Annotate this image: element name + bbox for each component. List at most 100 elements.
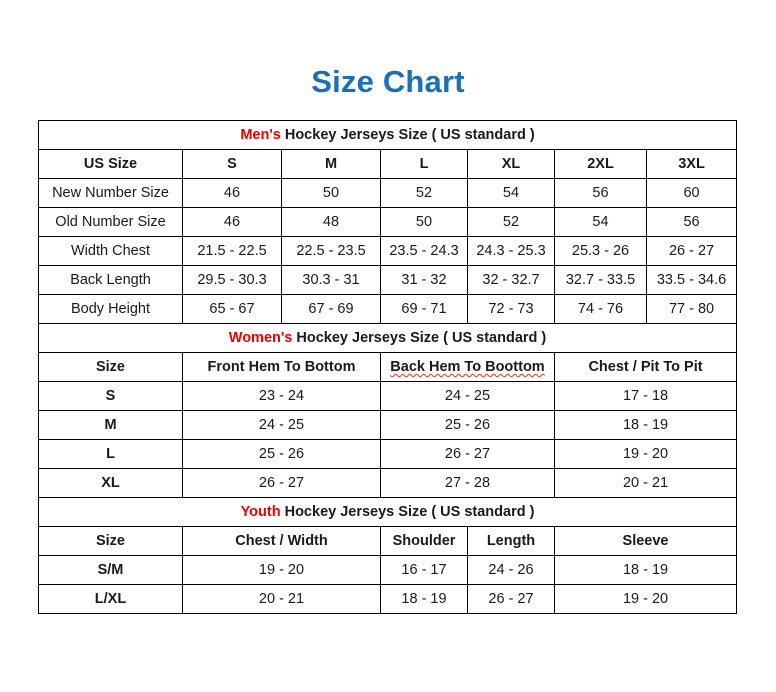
col-head-womens-2: Back Hem To Boottom <box>380 352 555 382</box>
row-label-mens-0: New Number Size <box>38 178 183 208</box>
column-header-row-youth: Size Chest / Width Shoulder Length Sleev… <box>38 526 738 556</box>
cell-youth-1-3: 19 - 20 <box>553 584 738 614</box>
section-header-accent-womens: Women's <box>228 330 293 346</box>
cell-mens-0-2: 52 <box>380 178 468 208</box>
cell-mens-1-3: 52 <box>467 207 555 237</box>
row-label-mens-4: Body Height <box>38 294 183 324</box>
section-header-row-mens: Men's Hockey Jerseys Size ( US standard … <box>37 120 738 150</box>
section-header-womens: Women's Hockey Jerseys Size ( US standar… <box>37 323 738 353</box>
cell-mens-0-1: 50 <box>281 178 381 208</box>
section-header-accent-mens: Men's <box>240 127 281 143</box>
col-head-mens-3: L <box>380 149 468 179</box>
table-row: Old Number Size 46 48 50 52 54 56 <box>38 207 738 237</box>
section-header-mens: Men's Hockey Jerseys Size ( US standard … <box>37 120 738 150</box>
cell-womens-2-1: 26 - 27 <box>380 439 555 469</box>
row-label-mens-2: Width Chest <box>38 236 183 266</box>
col-head-mens-0: US Size <box>38 149 183 179</box>
cell-youth-1-2: 26 - 27 <box>467 584 555 614</box>
cell-mens-0-3: 54 <box>467 178 555 208</box>
cell-youth-1-1: 18 - 19 <box>380 584 468 614</box>
cell-youth-0-3: 18 - 19 <box>553 555 738 585</box>
table-row: M 24 - 25 25 - 26 18 - 19 <box>38 410 738 440</box>
cell-mens-2-3: 24.3 - 25.3 <box>467 236 555 266</box>
table-row: Body Height 65 - 67 67 - 69 69 - 71 72 -… <box>38 294 738 324</box>
section-header-rest-youth: Hockey Jerseys Size ( US standard ) <box>280 504 535 520</box>
row-label-womens-1: M <box>38 410 183 440</box>
cell-mens-2-0: 21.5 - 22.5 <box>182 236 282 266</box>
cell-youth-1-0: 20 - 21 <box>182 584 381 614</box>
col-head-mens-6: 3XL <box>645 149 738 179</box>
table-row: XL 26 - 27 27 - 28 20 - 21 <box>38 468 738 498</box>
table-row: Width Chest 21.5 - 22.5 22.5 - 23.5 23.5… <box>38 236 738 266</box>
col-head-womens-3: Chest / Pit To Pit <box>553 352 738 382</box>
section-header-row-youth: Youth Hockey Jerseys Size ( US standard … <box>37 497 738 527</box>
cell-mens-2-4: 25.3 - 26 <box>554 236 647 266</box>
size-chart-table: Men's Hockey Jerseys Size ( US standard … <box>37 120 738 614</box>
column-header-row-womens: Size Front Hem To Bottom Back Hem To Boo… <box>38 352 738 382</box>
cell-womens-1-1: 25 - 26 <box>380 410 555 440</box>
cell-mens-4-0: 65 - 67 <box>182 294 282 324</box>
cell-womens-1-0: 24 - 25 <box>182 410 381 440</box>
cell-mens-1-4: 54 <box>554 207 647 237</box>
col-head-mens-4: XL <box>467 149 555 179</box>
cell-mens-4-5: 77 - 80 <box>645 294 738 324</box>
cell-youth-0-0: 19 - 20 <box>182 555 381 585</box>
section-header-rest-mens: Hockey Jerseys Size ( US standard ) <box>280 127 535 143</box>
section-header-row-womens: Women's Hockey Jerseys Size ( US standar… <box>37 323 738 353</box>
section-header-rest-womens: Hockey Jerseys Size ( US standard ) <box>292 330 547 346</box>
col-head-mens-1: S <box>182 149 282 179</box>
cell-mens-1-1: 48 <box>281 207 381 237</box>
cell-mens-3-2: 31 - 32 <box>380 265 468 295</box>
cell-mens-1-5: 56 <box>645 207 738 237</box>
cell-mens-3-0: 29.5 - 30.3 <box>182 265 282 295</box>
cell-mens-1-0: 46 <box>182 207 282 237</box>
row-label-womens-0: S <box>38 381 183 411</box>
size-chart-table-wrapper: Men's Hockey Jerseys Size ( US standard … <box>37 120 738 614</box>
cell-womens-0-2: 17 - 18 <box>553 381 738 411</box>
cell-womens-0-1: 24 - 25 <box>380 381 555 411</box>
cell-mens-4-3: 72 - 73 <box>467 294 555 324</box>
page-title: Size Chart <box>311 64 465 99</box>
cell-womens-2-2: 19 - 20 <box>553 439 738 469</box>
row-label-mens-3: Back Length <box>38 265 183 295</box>
table-row: Back Length 29.5 - 30.3 30.3 - 31 31 - 3… <box>38 265 738 295</box>
cell-mens-4-2: 69 - 71 <box>380 294 468 324</box>
row-label-mens-1: Old Number Size <box>38 207 183 237</box>
cell-mens-4-4: 74 - 76 <box>554 294 647 324</box>
col-head-womens-0: Size <box>38 352 183 382</box>
table-row: L/XL 20 - 21 18 - 19 26 - 27 19 - 20 <box>38 584 738 614</box>
cell-mens-0-5: 60 <box>645 178 738 208</box>
table-row: S 23 - 24 24 - 25 17 - 18 <box>38 381 738 411</box>
col-head-youth-0: Size <box>38 526 183 556</box>
section-header-youth: Youth Hockey Jerseys Size ( US standard … <box>37 497 738 527</box>
cell-mens-3-1: 30.3 - 31 <box>281 265 381 295</box>
section-header-accent-youth: Youth <box>240 504 281 520</box>
cell-womens-1-2: 18 - 19 <box>553 410 738 440</box>
col-head-youth-4: Sleeve <box>553 526 738 556</box>
cell-mens-3-3: 32 - 32.7 <box>467 265 555 295</box>
cell-mens-0-0: 46 <box>182 178 282 208</box>
col-head-youth-2: Shoulder <box>380 526 468 556</box>
col-head-youth-3: Length <box>467 526 555 556</box>
cell-mens-2-1: 22.5 - 23.5 <box>281 236 381 266</box>
col-head-mens-2: M <box>281 149 381 179</box>
cell-womens-0-0: 23 - 24 <box>182 381 381 411</box>
cell-mens-4-1: 67 - 69 <box>281 294 381 324</box>
table-row: New Number Size 46 50 52 54 56 60 <box>38 178 738 208</box>
col-head-mens-5: 2XL <box>554 149 647 179</box>
col-head-youth-1: Chest / Width <box>182 526 381 556</box>
row-label-womens-3: XL <box>38 468 183 498</box>
cell-womens-3-1: 27 - 28 <box>380 468 555 498</box>
cell-mens-1-2: 50 <box>380 207 468 237</box>
row-label-youth-1: L/XL <box>38 584 183 614</box>
cell-womens-3-0: 26 - 27 <box>182 468 381 498</box>
column-header-row-mens: US Size S M L XL 2XL 3XL <box>38 149 738 179</box>
cell-mens-3-4: 32.7 - 33.5 <box>554 265 647 295</box>
row-label-youth-0: S/M <box>38 555 183 585</box>
row-label-womens-2: L <box>38 439 183 469</box>
cell-mens-2-2: 23.5 - 24.3 <box>380 236 468 266</box>
cell-mens-2-5: 26 - 27 <box>645 236 738 266</box>
cell-mens-0-4: 56 <box>554 178 647 208</box>
cell-womens-2-0: 25 - 26 <box>182 439 381 469</box>
cell-youth-0-2: 24 - 26 <box>467 555 555 585</box>
